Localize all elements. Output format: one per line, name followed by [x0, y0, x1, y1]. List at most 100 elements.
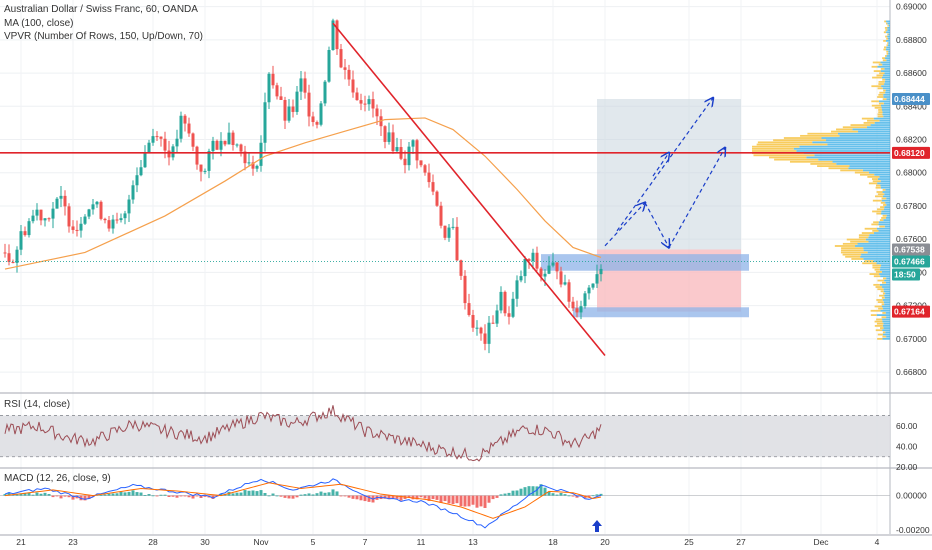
candle-body [243, 151, 247, 164]
vpvr-down-bar [880, 290, 884, 293]
candle-body [199, 164, 203, 172]
candle-body [411, 140, 415, 147]
vpvr-down-bar [873, 70, 881, 72]
macd-panel [0, 478, 890, 532]
macd-histogram-bar [467, 495, 471, 507]
ma-100-line [4, 117, 602, 270]
macd-histogram-bar [483, 495, 487, 508]
macd-histogram-bar [359, 495, 363, 501]
vpvr-down-bar [875, 195, 883, 198]
vpvr-up-bar [880, 61, 890, 64]
vpvr-down-bar [880, 68, 885, 70]
vpvr-down-bar [858, 236, 869, 239]
vpvr-down-bar [872, 229, 879, 232]
vpvr-up-bar [886, 55, 890, 57]
time-tick-label: Dec [813, 537, 829, 547]
rsi-indicator-label[interactable]: RSI (14, close) [4, 399, 71, 410]
candle-body [491, 322, 495, 324]
vpvr-down-bar [774, 158, 819, 161]
macd-histogram-bar [423, 495, 427, 499]
macd-histogram-bar [59, 495, 63, 499]
vpvr-down-bar [756, 143, 828, 146]
vpvr-up-bar [886, 277, 890, 280]
macd-histogram-bar [91, 495, 95, 497]
macd-histogram-bar [31, 494, 35, 496]
vpvr-up-bar [887, 27, 890, 29]
candle-body [439, 205, 443, 226]
vpvr-down-bar [836, 128, 853, 131]
candle-body [459, 260, 463, 276]
vpvr-down-bar [881, 303, 885, 306]
candle-body [27, 221, 31, 236]
candle-body [315, 122, 319, 125]
vpvr-up-bar [884, 68, 890, 70]
vpvr-up-bar [849, 165, 890, 168]
vpvr-up-bar [886, 59, 890, 62]
vpvr-up-bar [881, 212, 890, 215]
candle-body [311, 116, 315, 123]
vpvr-up-bar [884, 72, 890, 75]
vpvr-down-bar [876, 318, 883, 321]
candle-body [143, 152, 147, 168]
price-tick-label: 0.68600 [896, 68, 927, 78]
candle-body [511, 298, 515, 317]
macd-histogram-bar [547, 491, 551, 496]
candle-body [495, 310, 499, 324]
vpvr-up-bar [886, 316, 890, 319]
vpvr-up-bar [877, 65, 890, 68]
candle-body [559, 271, 563, 285]
candle-body [547, 265, 551, 274]
vpvr-up-bar [883, 322, 890, 325]
candles [3, 18, 603, 354]
vpvr-down-bar [872, 266, 881, 269]
resistance-price-tag: 0.68120 [894, 148, 925, 158]
candle-body [567, 282, 571, 302]
rsi-panel [0, 405, 890, 462]
vpvr-down-bar [872, 264, 882, 267]
macd-histogram-bar [123, 492, 127, 496]
macd-histogram-bar [427, 495, 431, 501]
candle-body [523, 259, 527, 277]
profit-target-zone [597, 98, 741, 250]
vpvr-down-bar [886, 52, 889, 55]
candle-body [115, 219, 119, 221]
target-price-tag-bg [892, 92, 930, 105]
macd-indicator-label[interactable]: MACD (12, 26, close, 9) [4, 473, 111, 484]
macd-histogram-bar [351, 495, 355, 499]
candle-body [587, 287, 591, 294]
vpvr-up-bar [877, 182, 890, 185]
vpvr-down-bar [879, 72, 885, 75]
current-price-tag: 0.67466 [894, 256, 925, 266]
macd-histogram-bar [555, 494, 559, 496]
vpvr-up-bar [885, 91, 890, 94]
vpvr-up-bar [882, 191, 890, 193]
candle-body [391, 132, 395, 152]
vpvr-down-bar [873, 283, 880, 286]
vpvr-down-bar [885, 55, 887, 57]
vpvr-up-bar [881, 76, 890, 79]
candle-body [187, 123, 191, 134]
candle-body [479, 327, 483, 334]
candle-body [535, 252, 539, 269]
ma-indicator-label[interactable]: MA (100, close) [4, 18, 74, 29]
vpvr-down-bar [884, 20, 887, 23]
vpvr-down-bar [882, 312, 886, 314]
macd-histogram-bar [203, 495, 207, 497]
vpvr-down-bar [860, 173, 875, 176]
macd-histogram-bar [19, 493, 23, 496]
vpvr-up-bar [882, 113, 890, 116]
candle-body [435, 191, 439, 206]
symbol-title[interactable]: Australian Dollar / Swiss Franc, 60, OAN… [4, 4, 198, 15]
candle-body [23, 231, 27, 236]
time-tick-label: 28 [148, 537, 158, 547]
price-tick-label: 0.68800 [896, 35, 927, 45]
macd-histogram-bar [211, 495, 215, 499]
vpvr-indicator-label[interactable]: VPVR (Number Of Rows, 150, Up/Down, 70) [4, 31, 203, 42]
vpvr-up-bar [866, 126, 890, 129]
vpvr-down-bar [878, 109, 882, 111]
vpvr-down-bar [807, 132, 838, 135]
vpvr-up-bar [884, 208, 890, 211]
vpvr-up-bar [861, 253, 890, 256]
candle-body [235, 144, 239, 146]
